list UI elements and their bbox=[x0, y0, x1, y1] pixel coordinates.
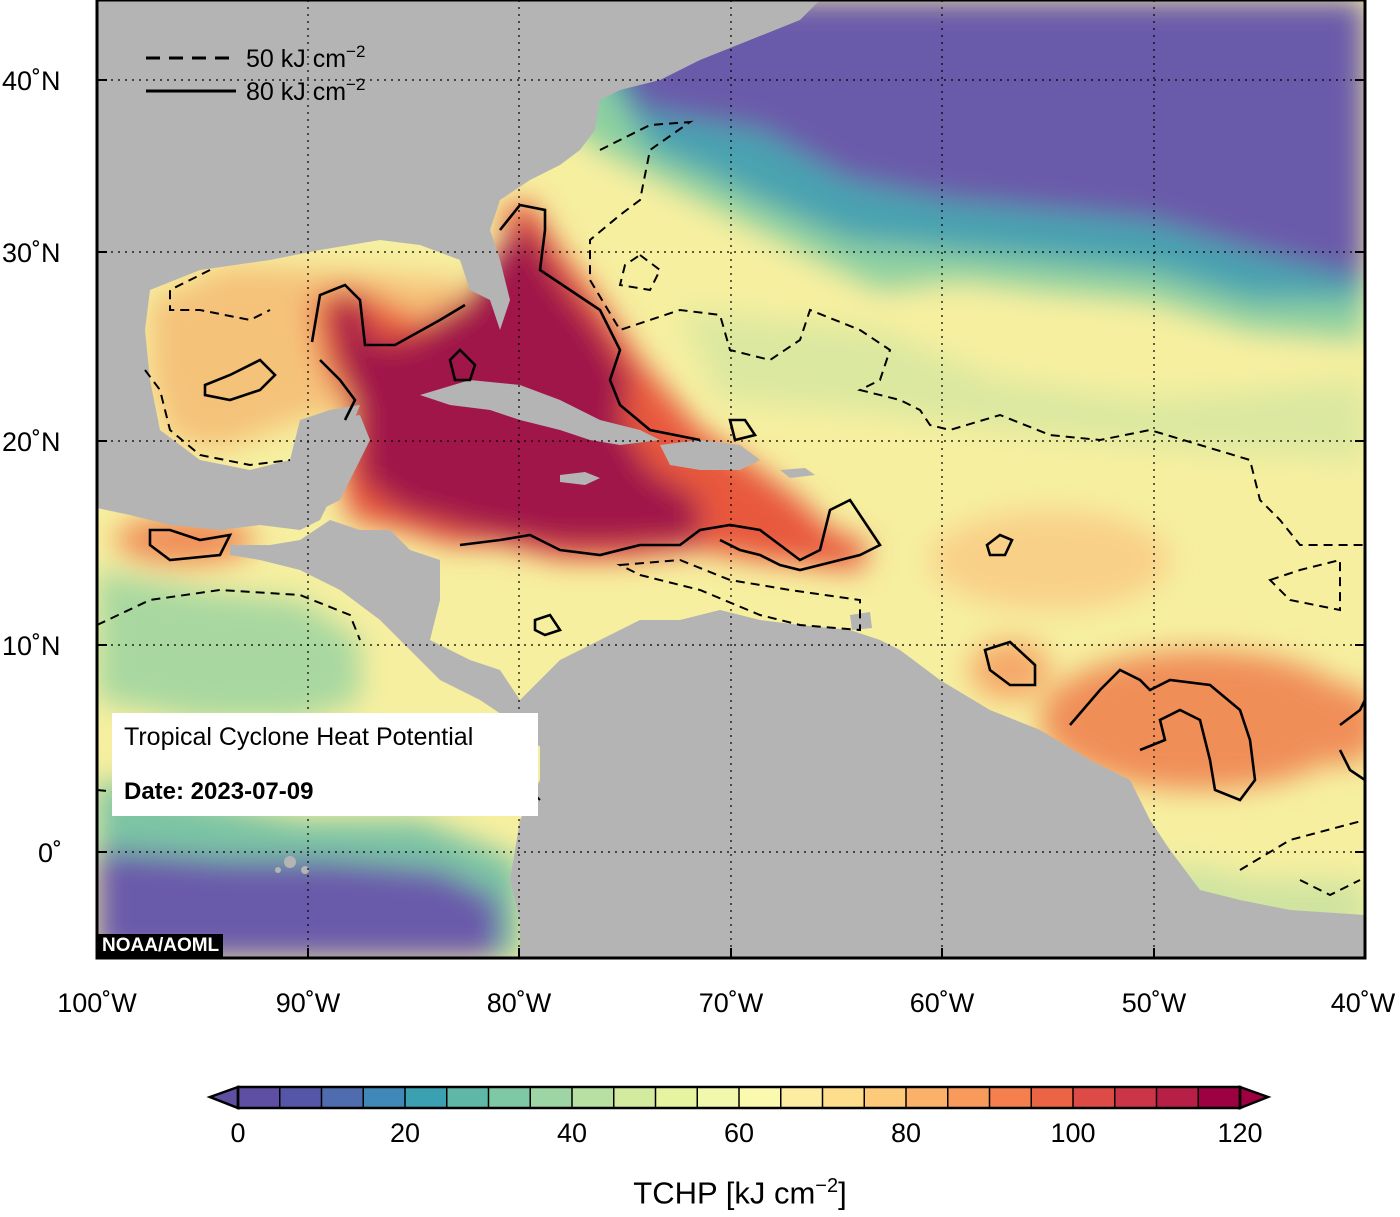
colorbar-tick-label: 60 bbox=[724, 1118, 754, 1148]
colorbar-cell bbox=[1031, 1087, 1074, 1108]
lon-label: 40˚W bbox=[1331, 988, 1396, 1018]
latitude-labels: 40˚N 30˚N 20˚N 10˚N 0˚ bbox=[2, 66, 62, 868]
lat-label: 30˚N bbox=[2, 238, 61, 268]
colorbar-labels: 0 20 40 60 80 100 120 bbox=[230, 1118, 1262, 1148]
colorbar-cell bbox=[279, 1087, 322, 1108]
info-box: Tropical Cyclone Heat Potential Date: 20… bbox=[112, 713, 538, 816]
colorbar-cell bbox=[363, 1087, 406, 1108]
contour-legend: 50 kJ cm−2 80 kJ cm−2 bbox=[146, 42, 365, 106]
colorbar-cell bbox=[1198, 1087, 1241, 1108]
land-masses bbox=[97, 0, 1365, 958]
map-title: Tropical Cyclone Heat Potential bbox=[124, 723, 474, 751]
colorbar-cell bbox=[739, 1087, 782, 1108]
colorbar-tick-label: 100 bbox=[1050, 1118, 1095, 1148]
tick-marks bbox=[97, 79, 1365, 958]
colorbar-ticks bbox=[279, 1087, 1199, 1108]
colorbar-cell bbox=[1073, 1087, 1116, 1108]
colorbar-cell bbox=[613, 1087, 656, 1108]
longitude-labels: 100˚W 90˚W 80˚W 70˚W 60˚W 50˚W 40˚W bbox=[57, 988, 1396, 1018]
lat-label: 0˚ bbox=[38, 838, 62, 868]
lat-label: 10˚N bbox=[2, 631, 61, 661]
colorbar-cell bbox=[822, 1087, 865, 1108]
colorbar-cell bbox=[655, 1087, 698, 1108]
colorbar-cell bbox=[989, 1087, 1032, 1108]
lon-label: 50˚W bbox=[1122, 988, 1187, 1018]
tchp-field bbox=[97, 0, 1365, 958]
colorbar-cell bbox=[947, 1087, 990, 1108]
colorbar-cell bbox=[780, 1087, 823, 1108]
colorbar-high-arrow bbox=[1238, 1085, 1272, 1110]
colorbar-cell bbox=[864, 1087, 907, 1108]
lon-label: 80˚W bbox=[487, 988, 552, 1018]
colorbar-cell bbox=[405, 1087, 448, 1108]
colorbar-cell bbox=[488, 1087, 531, 1108]
colorbar-cell bbox=[906, 1087, 949, 1108]
colorbar-cells bbox=[238, 1087, 1241, 1108]
colorbar-cell bbox=[697, 1087, 740, 1108]
lon-label: 60˚W bbox=[910, 988, 975, 1018]
colorbar-cell bbox=[321, 1087, 364, 1108]
legend-label-50: 50 kJ cm−2 bbox=[246, 42, 365, 73]
lon-label: 70˚W bbox=[699, 988, 764, 1018]
credit-label: NOAA/AOML bbox=[98, 934, 224, 958]
colorbar-tick-label: 120 bbox=[1217, 1118, 1262, 1148]
colorbar-tick-label: 20 bbox=[390, 1118, 420, 1148]
colorbar-cell bbox=[530, 1087, 573, 1108]
lon-label: 100˚W bbox=[57, 988, 137, 1018]
contour-80 bbox=[148, 203, 1365, 802]
colorbar-tick-label: 40 bbox=[557, 1118, 587, 1148]
map-date: Date: 2023-07-09 bbox=[124, 778, 314, 805]
legend-label-80: 80 kJ cm−2 bbox=[246, 75, 365, 106]
colorbar-tick-label: 0 bbox=[230, 1118, 245, 1148]
colorbar-cell bbox=[446, 1087, 489, 1108]
map-panel: 50 kJ cm−2 80 kJ cm−2 bbox=[97, 0, 1365, 958]
colorbar-cell bbox=[1114, 1087, 1157, 1108]
colorbar-cell bbox=[1156, 1087, 1199, 1108]
colorbar-cell bbox=[572, 1087, 615, 1108]
colorbar: 0 20 40 60 80 100 120 bbox=[206, 1085, 1272, 1148]
colorbar-cell bbox=[238, 1087, 281, 1108]
colorbar-title: TCHP [kJ cm−2] bbox=[633, 1175, 847, 1211]
lat-label: 20˚N bbox=[2, 427, 61, 457]
lat-label: 40˚N bbox=[2, 66, 61, 96]
colorbar-low-arrow bbox=[206, 1085, 240, 1110]
colorbar-tick-label: 80 bbox=[891, 1118, 921, 1148]
lon-label: 90˚W bbox=[276, 988, 341, 1018]
